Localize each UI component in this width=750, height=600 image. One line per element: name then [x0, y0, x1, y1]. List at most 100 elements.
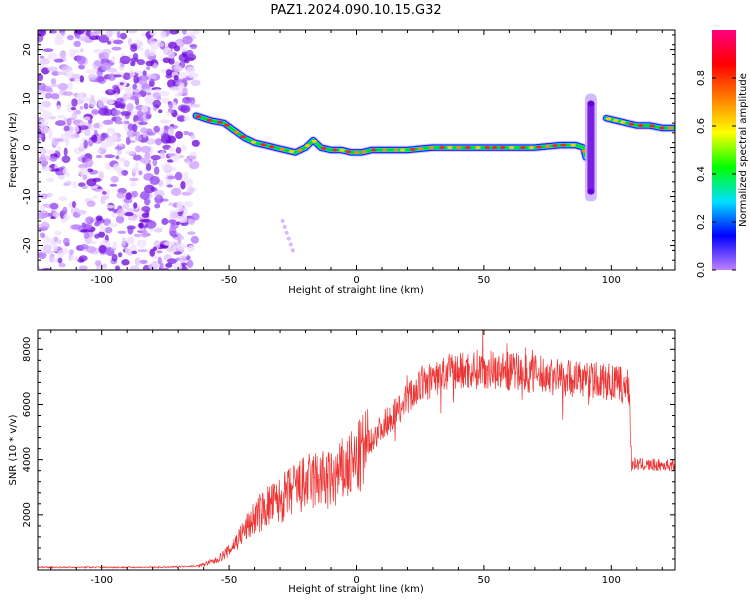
noise-blob	[190, 79, 201, 87]
noise-blob	[112, 241, 118, 246]
noise-blob	[47, 52, 58, 61]
colorbar-ticks: 0.0 0.2 0.4 0.6 0.8	[696, 70, 736, 278]
spectrogram-xtick-label: -100	[90, 275, 113, 286]
noise-blob	[74, 93, 83, 100]
noise-blob	[94, 188, 106, 193]
ridge-peak	[649, 124, 655, 128]
noise-blob	[66, 118, 72, 126]
noise-blob	[114, 145, 123, 151]
noise-blob	[87, 73, 98, 80]
noise-blob	[116, 208, 126, 218]
noise-blob	[73, 49, 80, 54]
noise-blob	[127, 226, 134, 235]
ridge-peak	[339, 148, 345, 152]
noise-blob	[72, 120, 81, 124]
colorbar-tick-label: 0.4	[696, 166, 707, 182]
noise-blob	[146, 92, 152, 96]
noise-blob	[38, 119, 49, 128]
noise-blob	[124, 211, 134, 217]
snr-ytick-label: 8000	[22, 337, 33, 362]
noise-blob	[47, 66, 58, 72]
noise-blob	[95, 215, 103, 222]
noise-blob	[50, 92, 60, 100]
noise-blob	[111, 46, 122, 51]
noise-blob	[91, 134, 98, 143]
noise-blob	[162, 50, 169, 54]
snr-series-line	[38, 330, 675, 569]
noise-blob	[152, 255, 159, 260]
spectrogram-ytick-label: -20	[22, 237, 33, 253]
noise-blob	[130, 265, 140, 270]
noise-blob	[63, 213, 70, 222]
noise-blob	[168, 146, 176, 153]
ridge-peak	[269, 145, 275, 149]
noise-blob	[44, 86, 53, 91]
noise-blob	[98, 171, 104, 180]
noise-blob	[78, 36, 89, 42]
noise-blob	[132, 83, 138, 90]
ridge-peak	[409, 147, 416, 151]
noise-blob	[184, 159, 191, 164]
noise-blob	[101, 62, 112, 71]
noise-blob	[42, 221, 48, 227]
noise-blob	[149, 175, 160, 185]
noise-blob	[173, 75, 179, 81]
ridge-peak	[233, 130, 240, 134]
ridge-peak	[370, 148, 377, 152]
noise-blob	[149, 40, 161, 50]
noise-blob	[93, 122, 100, 129]
ridge-peak	[195, 115, 202, 119]
noise-blob	[93, 48, 103, 54]
noise-blob	[71, 73, 81, 79]
ridge-peak	[345, 150, 352, 154]
noise-blob	[125, 192, 132, 200]
noise-blob	[182, 87, 188, 96]
noise-blob	[180, 181, 186, 190]
noise-blob	[174, 93, 183, 97]
spectrogram-xtick-label: -50	[221, 275, 237, 286]
noise-blob	[167, 219, 177, 224]
noise-blob	[126, 236, 135, 245]
noise-blob	[180, 222, 189, 227]
noise-blob	[78, 65, 85, 70]
figure-title: PAZ1.2024.090.10.15.G32	[270, 3, 441, 18]
noise-blob	[79, 48, 84, 53]
ridge-peak	[381, 148, 388, 152]
noise-blob	[181, 144, 187, 152]
ridge-peak	[250, 140, 257, 144]
noise-blob	[88, 98, 96, 108]
noise-blob	[143, 184, 155, 194]
noise-blob	[165, 111, 171, 116]
noise-blob	[162, 267, 170, 270]
noise-blob	[161, 163, 172, 171]
noise-blob	[176, 200, 184, 210]
ridge-peak	[428, 146, 435, 150]
noise-blob	[40, 166, 52, 172]
noise-blob	[53, 58, 64, 63]
noise-blob	[61, 65, 73, 73]
noise-blob	[83, 139, 88, 149]
noise-blob	[115, 102, 125, 109]
noise-blob	[167, 175, 178, 180]
noise-blob	[180, 105, 191, 114]
noise-blob	[167, 258, 178, 264]
noise-blob	[134, 145, 142, 153]
ridge-peak	[224, 123, 230, 127]
noise-blob	[62, 206, 68, 215]
noise-blob	[96, 149, 102, 154]
spectrogram-xtick-label: 50	[478, 275, 491, 286]
noise-blob	[126, 249, 133, 256]
noise-blob	[58, 262, 66, 268]
noise-blob	[174, 171, 183, 181]
noise-blob	[182, 77, 191, 81]
noise-blob	[150, 154, 161, 161]
noise-blob	[117, 252, 123, 258]
noise-blob	[116, 192, 126, 199]
noise-blob	[52, 243, 58, 253]
faint-streak-dot	[290, 248, 295, 253]
noise-blob	[149, 30, 157, 36]
noise-blob	[85, 216, 94, 225]
spectrogram-xtick-label: 100	[602, 275, 621, 286]
snr-xtick-label: 50	[478, 575, 491, 586]
noise-blob	[153, 88, 162, 93]
